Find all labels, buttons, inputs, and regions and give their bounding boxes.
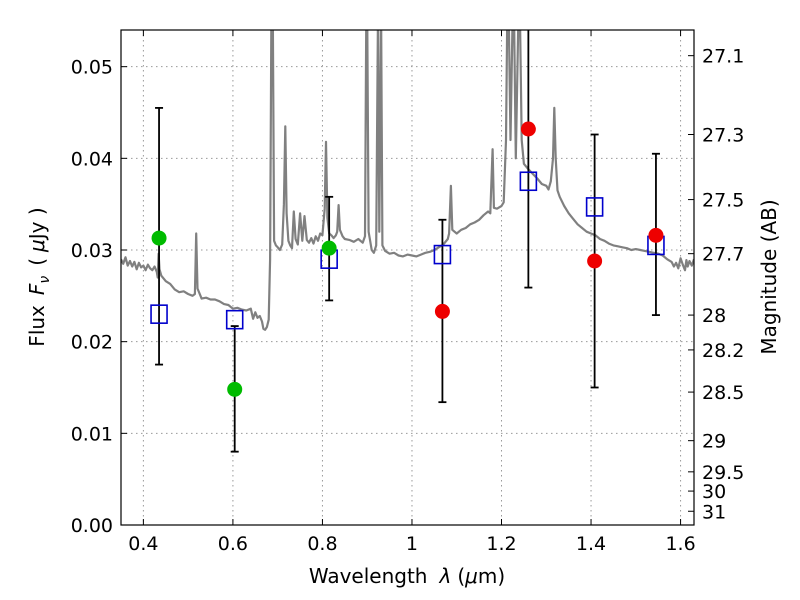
x-tick-label: 0.4 <box>128 533 158 555</box>
observed-point <box>151 230 167 246</box>
observed-point <box>648 227 664 243</box>
plot-frame <box>120 29 695 526</box>
y-axis-label: FluxFν(μJy ) <box>25 207 53 346</box>
model-point <box>433 244 452 265</box>
observed-point <box>321 240 337 256</box>
y-tick-label: 0.00 <box>71 515 113 537</box>
x-axis-label: Wavelength λ (μm) <box>309 564 505 588</box>
series-layer <box>121 30 694 453</box>
observed-point <box>587 253 603 269</box>
y-tick-label: 0.03 <box>71 240 113 262</box>
y2-tick-label: 28 <box>702 305 726 327</box>
y2-tick-label: 27.3 <box>702 125 744 147</box>
y-tick-label: 0.02 <box>71 332 113 354</box>
y2-axis-label: Magnitude (AB) <box>757 199 781 354</box>
model-point <box>225 309 244 330</box>
ticks: 0.4 0.6 0.8 1 1.2 1.4 1.6 0.00 0.01 0.02 0.03 0.04 0… <box>71 30 744 555</box>
y2-tick-label: 27.7 <box>702 244 744 266</box>
x-tick-label: 1 <box>406 533 418 555</box>
x-tick-label: 1.6 <box>665 533 695 555</box>
y2-tick-label: 29.5 <box>702 462 744 484</box>
template-spectrum-line <box>121 30 694 331</box>
x-tick-label: 1.4 <box>576 533 606 555</box>
x-tick-label: 0.8 <box>307 533 337 555</box>
y2-tick-label: 28.5 <box>702 382 744 404</box>
model-point <box>585 197 604 217</box>
x-tick-label: 1.2 <box>486 533 516 555</box>
observed-point <box>520 121 536 137</box>
model-point <box>519 171 538 192</box>
y2-tick-label: 27.1 <box>702 46 744 68</box>
y2-tick-label: 27.5 <box>702 190 744 212</box>
x-tick-label: 0.6 <box>218 533 248 555</box>
y-tick-label: 0.04 <box>71 148 113 170</box>
model-point <box>150 304 168 324</box>
y2-tick-label: 30 <box>702 481 726 503</box>
y2-tick-label: 28.2 <box>702 340 744 362</box>
y-tick-label: 0.01 <box>71 423 113 445</box>
plot-background <box>121 30 694 525</box>
observed-point <box>434 303 450 319</box>
y-tick-label: 0.05 <box>71 57 113 79</box>
y2-tick-label: 29 <box>702 431 726 453</box>
y2-tick-label: 31 <box>702 501 726 523</box>
observed-point <box>227 381 243 397</box>
